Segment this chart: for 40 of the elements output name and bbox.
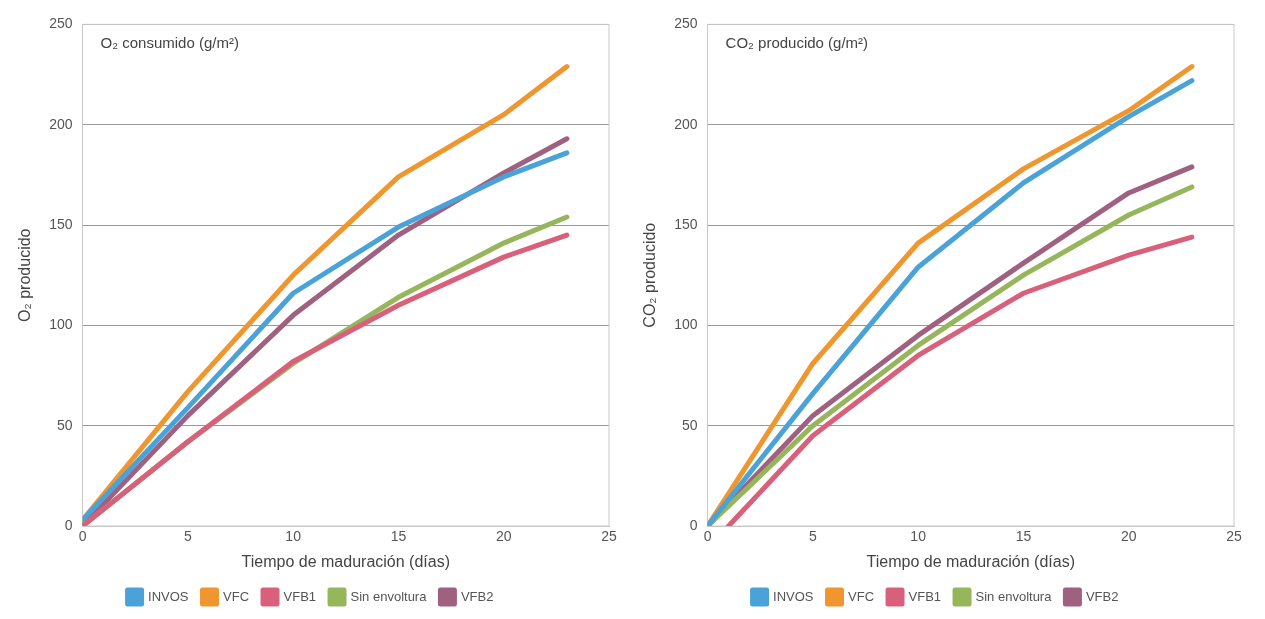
x-tick-label: 10 [910,528,927,545]
legend-label: VFB2 [460,588,494,604]
legend-label: INVOS [773,588,814,604]
x-tick-label: 15 [390,528,407,545]
y-tick-label: 50 [56,416,73,433]
y-tick-label: 200 [674,115,698,132]
x-tick-label: 15 [1015,528,1032,545]
legend-label: VFC [223,588,250,604]
y-tick-label: 200 [49,115,73,132]
x-tick-label: 0 [703,528,712,545]
x-tick-label: 20 [495,528,512,545]
x-tick-label: 0 [78,528,87,545]
y-tick-label: 150 [49,215,73,232]
x-axis-title: Tiempo de maduración (días) [241,552,450,570]
x-tick-label: 25 [601,528,617,545]
y-tick-label: 0 [689,516,698,533]
y-tick-label: 250 [49,15,73,32]
x-tick-label: 25 [1226,528,1242,545]
y-tick-label: 100 [674,316,698,333]
y-tick-label: 150 [674,215,698,232]
legend-label: VFB1 [908,588,942,604]
text: CO₂ producido (g/m²) [725,34,869,52]
legend-label: Sin envoltura [975,588,1053,604]
legend-label: VFC [848,588,875,604]
y-tick-label: 250 [674,15,698,32]
x-tick-label: 5 [808,528,817,545]
legend-label: VFB1 [283,588,317,604]
legend-label: VFB2 [1085,588,1119,604]
y-axis-title: CO₂ producido [641,222,659,328]
y-tick-label: 50 [681,416,698,433]
x-tick-label: 10 [285,528,302,545]
x-axis-title: Tiempo de maduración (días) [866,552,1075,570]
x-tick-label: 20 [1120,528,1137,545]
legend-label: Sin envoltura [350,588,428,604]
legend-label: INVOS [148,588,189,604]
x-tick-label: 5 [183,528,192,545]
y-axis-title: O₂ producido [16,228,34,322]
text: O₂ consumido (g/m²) [100,34,239,52]
y-tick-label: 100 [49,316,73,333]
y-tick-label: 0 [64,516,73,533]
